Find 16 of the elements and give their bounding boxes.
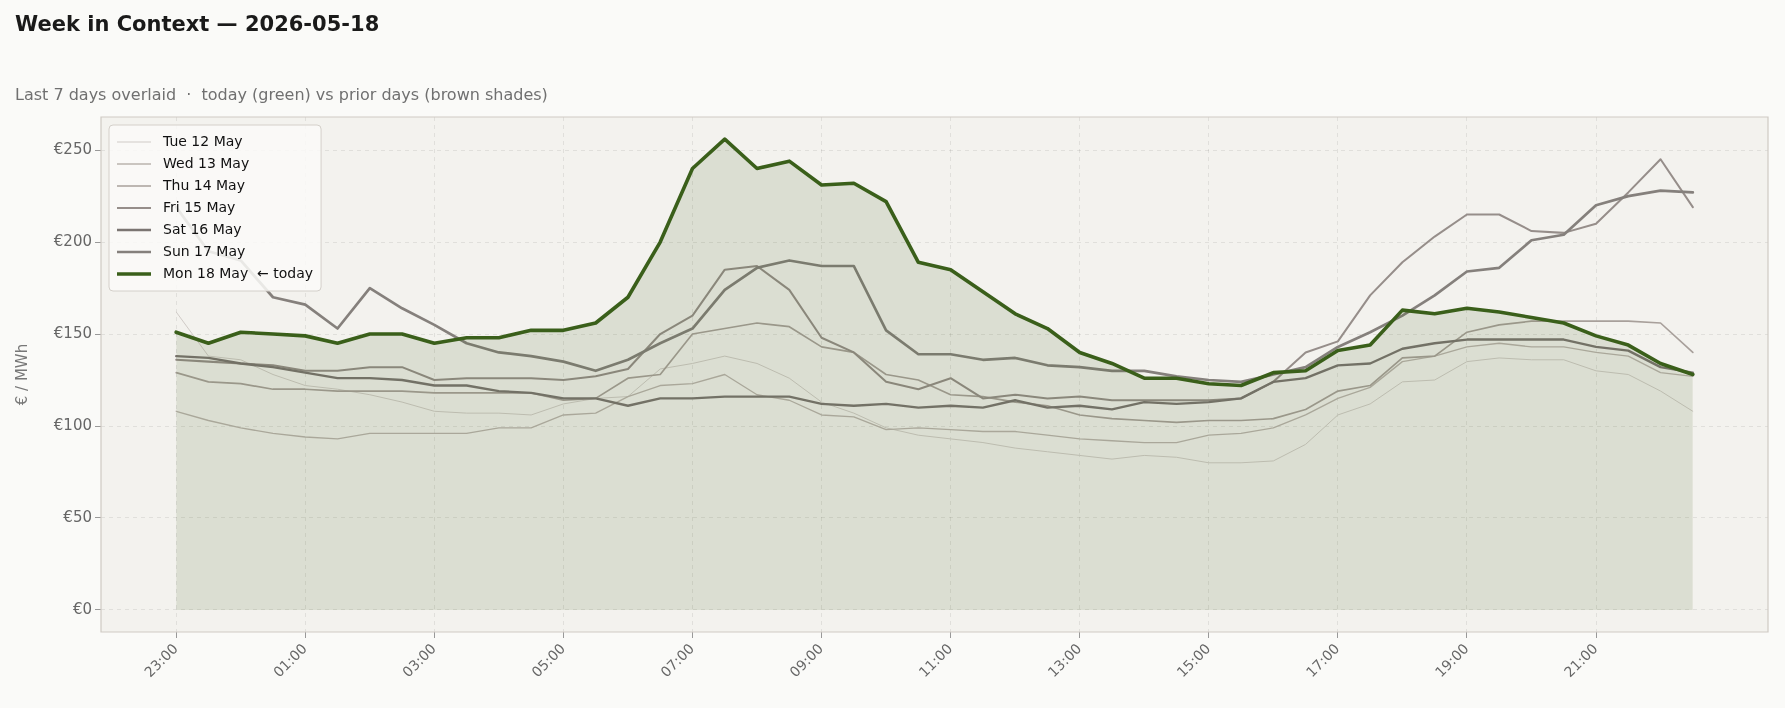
- legend-label: Tue 12 May: [162, 132, 243, 149]
- legend-label: Wed 13 May: [163, 154, 250, 171]
- legend-label: Mon 18 May ← today: [163, 264, 314, 281]
- y-axis-title: € / MWh: [12, 343, 31, 406]
- legend-label: Thu 14 May: [162, 176, 245, 193]
- y-tick-label: €200: [53, 231, 92, 250]
- legend-label: Fri 15 May: [163, 198, 236, 215]
- y-tick-label: €100: [53, 415, 92, 434]
- y-tick-label: €50: [63, 507, 92, 526]
- y-tick-label: €0: [72, 599, 92, 618]
- chart-subtitle: Last 7 days overlaid · today (green) vs prior days (brown shades): [15, 85, 548, 104]
- y-tick-label: €150: [53, 323, 92, 342]
- legend-label: Sun 17 May: [163, 242, 246, 259]
- legend-label: Sat 16 May: [163, 220, 242, 237]
- chart-title: Week in Context — 2026-05-18: [15, 12, 380, 36]
- y-tick-label: €250: [53, 140, 92, 158]
